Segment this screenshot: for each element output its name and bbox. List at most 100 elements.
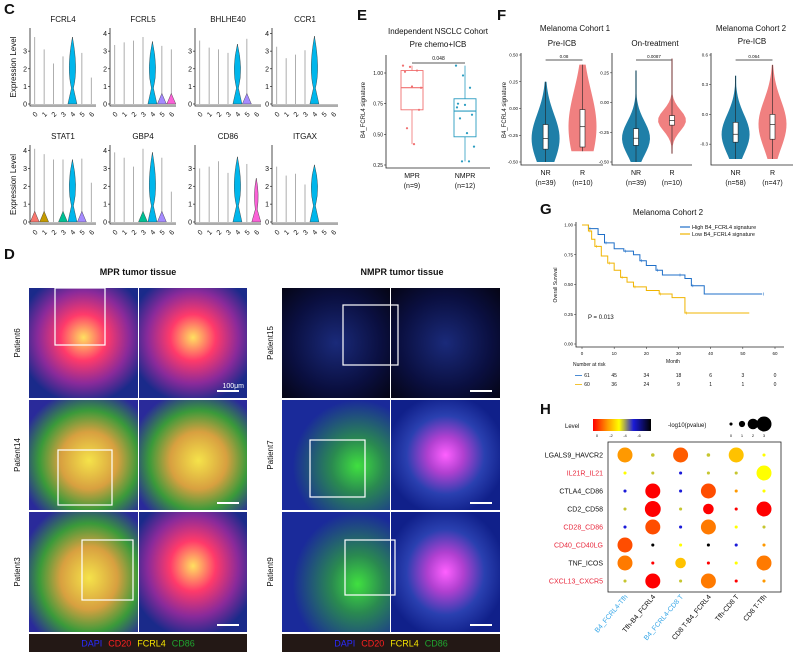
gene-title: ITGAX (293, 132, 318, 141)
dot (734, 579, 738, 583)
violin-cluster-3 (138, 210, 148, 223)
dot (623, 471, 627, 475)
data-point (468, 86, 472, 89)
violin-cluster-1 (39, 210, 49, 223)
axis (575, 222, 784, 348)
group-n: (n=12) (455, 183, 475, 190)
dot (762, 525, 766, 529)
group-n: (n=39) (626, 180, 646, 187)
panel-label-d: D (4, 246, 15, 263)
patient-label: Patient14 (13, 438, 22, 472)
stain-fcrl4: FCRL4 (390, 639, 419, 649)
stain-cd86: CD86 (425, 639, 448, 649)
y-tick-label: 0.75 (564, 252, 573, 257)
y-tick-label: 0.25 (564, 312, 573, 317)
dot (645, 573, 661, 589)
dot (734, 561, 738, 565)
dot (703, 503, 714, 515)
dot (762, 453, 766, 457)
violin-cluster-5 (157, 92, 167, 105)
y-tick-label: 3 (103, 166, 107, 173)
column-label: CD8 T-Tfh (743, 594, 769, 623)
x-tick-label: 0 (32, 229, 40, 237)
size-tick: 2 (752, 433, 755, 438)
violin-box (579, 109, 586, 148)
axis (520, 53, 603, 166)
x-tick-label: 4 (70, 229, 78, 237)
panel-d-immunofluorescence: MPR tumor tissue NMPR tumor tissue Patie… (13, 267, 500, 652)
axis (271, 145, 338, 225)
x-tick-label: 2 (293, 111, 301, 119)
box-mpr (400, 70, 424, 111)
dot (756, 501, 772, 517)
data-point (455, 106, 459, 109)
x-tick-label: 2 (293, 229, 301, 237)
y-tick-label: 0 (103, 102, 107, 109)
dot (679, 489, 683, 493)
x-tick-label: 6 (168, 111, 176, 119)
row-label: CD40_CD40LG (554, 543, 603, 550)
mpr-title: MPR tumor tissue (100, 267, 177, 277)
image-row-patient6: Patient6 (13, 287, 247, 398)
stain-dapi: DAPI (81, 639, 102, 649)
scale-bar-label: 100μm (222, 383, 244, 390)
x-tick-label: 2 (51, 111, 59, 119)
x-tick-label: 5 (79, 229, 87, 237)
dot (756, 465, 772, 481)
dot (679, 525, 683, 529)
x-tick-label: 3 (140, 229, 148, 237)
violin-plot-2: On-treatment -0.50 -0.25 0.00 0.25 0.0087 NR (n… (599, 39, 692, 187)
stain-legend: DAPI CD20 FCRL4 CD86 (81, 639, 195, 649)
stain-cd86: CD86 (172, 639, 195, 649)
y-tick-label: 0.0 (702, 112, 709, 117)
y-tick-label: 1.00 (373, 71, 383, 77)
data-point (470, 113, 474, 116)
y-tick-label: 0.25 (509, 79, 518, 84)
dot (623, 489, 627, 493)
y-tick-label: 0.6 (702, 53, 709, 58)
row-label: TNF_ICOS (568, 561, 603, 568)
x-tick-label: 1 (41, 229, 49, 237)
panel-e-boxplot: Independent NSCLC Cohort Pre chemo+ICB B… (361, 27, 490, 190)
x-tick-label: 6 (330, 111, 338, 119)
zoom-region-box (309, 439, 366, 498)
row-label: CTLA4_CD86 (559, 489, 603, 496)
km-curve-low (582, 224, 750, 314)
group-n: (n=47) (762, 180, 782, 187)
nmpr-title: NMPR tumor tissue (360, 267, 443, 277)
dot (762, 489, 766, 493)
x-tick-label: 1 (283, 111, 291, 119)
x-tick-label: 4 (150, 229, 158, 237)
size-legend-dot (747, 418, 759, 430)
x-tick-label: 2 (216, 111, 224, 119)
axis (271, 28, 338, 107)
g-xlabel: Month (666, 359, 680, 365)
x-tick-label: 0 (581, 351, 584, 356)
x-tick-label: 4 (70, 111, 78, 119)
patient-label: Patient6 (13, 328, 22, 358)
dotplot-frame (607, 441, 782, 593)
data-point (417, 108, 421, 111)
y-tick-label: 0.00 (509, 106, 518, 111)
dot (700, 483, 716, 499)
dot (734, 525, 738, 529)
risk-count: 36 (611, 382, 617, 388)
fluorescence-overview-image (29, 512, 138, 632)
y-tick-label: 0.50 (509, 53, 518, 58)
y-tick-label: -0.3 (700, 142, 708, 147)
data-point (460, 160, 464, 163)
subplot-title: Pre-ICB (548, 39, 576, 48)
y-tick-label: 3 (188, 49, 192, 56)
violin-cluster-6 (251, 178, 262, 223)
panel-h-dotplot: Level -log10(pvalue) 0 -2 -4 -6 0 1 2 3 LGALS9_H… (545, 416, 782, 642)
y-tick-label: 2 (188, 66, 192, 73)
x-tick-label: 1 (121, 111, 129, 119)
y-tick-label: 1 (103, 202, 107, 209)
dot (700, 573, 716, 589)
fluorescence-zoom-image (139, 512, 247, 632)
